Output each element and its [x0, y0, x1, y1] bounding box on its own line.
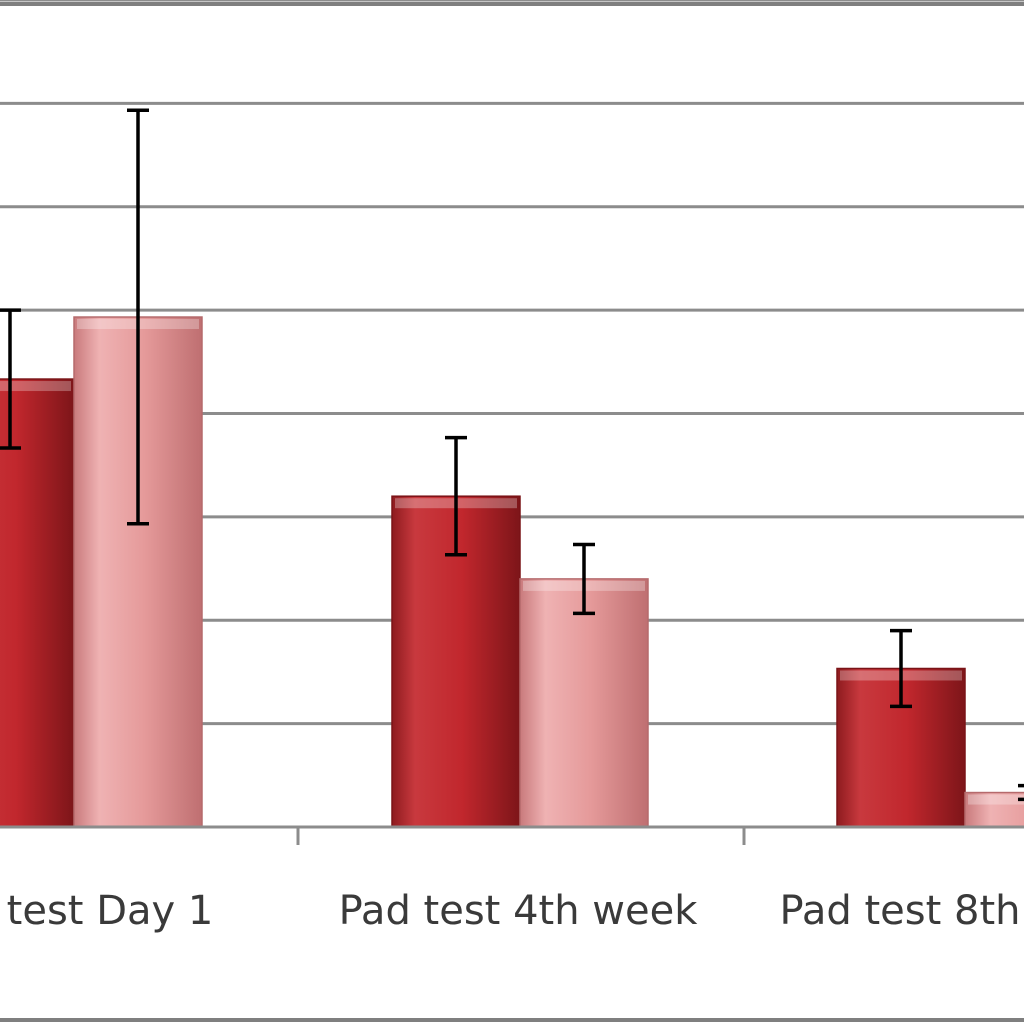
x-tick-label-2: Pad test 8th — [780, 888, 1021, 934]
x-tick-labels: test Day 1 Pad test 4th week Pad test 8th — [7, 888, 1021, 934]
bars — [0, 316, 1024, 828]
bar-highlight-s1-c2 — [968, 794, 1024, 805]
bar-s1-c2 — [964, 791, 1024, 828]
x-tick-label-0: test Day 1 — [7, 888, 214, 934]
bar-s1-c1 — [519, 578, 649, 828]
bar-highlight-s0-c0 — [0, 381, 71, 392]
x-axis — [0, 825, 1024, 845]
x-tick-label-1: Pad test 4th week — [339, 888, 699, 934]
error-bars — [0, 108, 1024, 802]
